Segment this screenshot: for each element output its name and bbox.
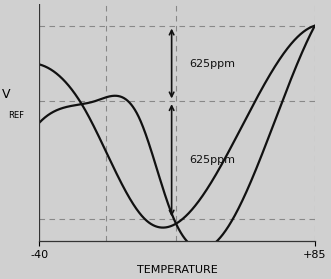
Text: REF: REF — [8, 111, 24, 120]
Text: 625ppm: 625ppm — [189, 59, 235, 69]
X-axis label: TEMPERATURE: TEMPERATURE — [137, 264, 217, 275]
Text: 625ppm: 625ppm — [189, 155, 235, 165]
Text: V: V — [2, 88, 11, 101]
